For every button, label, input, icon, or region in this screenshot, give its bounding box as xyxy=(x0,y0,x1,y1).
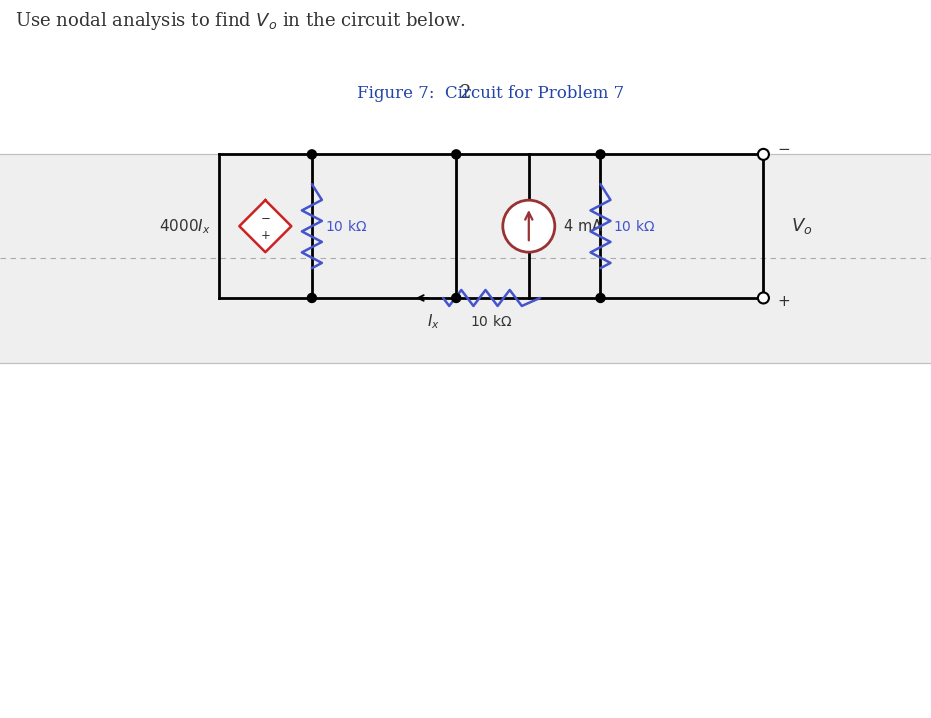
Bar xyxy=(0,154,931,363)
Circle shape xyxy=(452,294,461,302)
Text: $4\ \mathrm{mA}$: $4\ \mathrm{mA}$ xyxy=(563,218,603,234)
Text: $+$: $+$ xyxy=(777,295,790,309)
Circle shape xyxy=(307,150,317,159)
Text: Figure 7:  Circuit for Problem 7: Figure 7: Circuit for Problem 7 xyxy=(358,85,625,102)
Circle shape xyxy=(307,294,317,302)
Text: $V_o$: $V_o$ xyxy=(791,216,813,236)
Text: $10\ \mathrm{k\Omega}$: $10\ \mathrm{k\Omega}$ xyxy=(614,219,655,233)
Text: $-$: $-$ xyxy=(777,141,790,155)
Circle shape xyxy=(596,294,605,302)
Text: $10\ \mathrm{k\Omega}$: $10\ \mathrm{k\Omega}$ xyxy=(470,314,513,329)
Circle shape xyxy=(758,149,769,160)
Circle shape xyxy=(758,292,769,304)
Circle shape xyxy=(452,150,461,159)
Text: $-$: $-$ xyxy=(260,210,271,223)
Text: $I_x$: $I_x$ xyxy=(426,312,439,331)
Polygon shape xyxy=(239,200,291,252)
Text: 2: 2 xyxy=(460,84,471,103)
Text: Use nodal analysis to find $V_o$ in the circuit below.: Use nodal analysis to find $V_o$ in the … xyxy=(15,10,466,32)
Text: $4000I_x$: $4000I_x$ xyxy=(159,217,210,236)
Text: $10\ \mathrm{k\Omega}$: $10\ \mathrm{k\Omega}$ xyxy=(325,219,367,233)
Circle shape xyxy=(503,200,555,252)
Circle shape xyxy=(596,150,605,159)
Text: $+$: $+$ xyxy=(260,228,271,242)
